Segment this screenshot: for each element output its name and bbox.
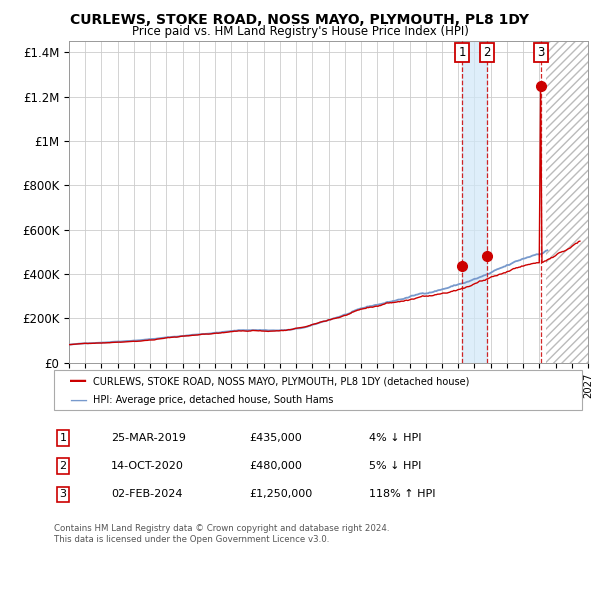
Text: 118% ↑ HPI: 118% ↑ HPI <box>369 490 436 499</box>
Text: £1,250,000: £1,250,000 <box>249 490 312 499</box>
Text: 3: 3 <box>537 46 544 59</box>
Text: 2: 2 <box>484 46 491 59</box>
Text: This data is licensed under the Open Government Licence v3.0.: This data is licensed under the Open Gov… <box>54 535 329 543</box>
Text: Price paid vs. HM Land Registry's House Price Index (HPI): Price paid vs. HM Land Registry's House … <box>131 25 469 38</box>
Text: 1: 1 <box>458 46 466 59</box>
Text: —: — <box>69 391 87 409</box>
Text: CURLEWS, STOKE ROAD, NOSS MAYO, PLYMOUTH, PL8 1DY (detached house): CURLEWS, STOKE ROAD, NOSS MAYO, PLYMOUTH… <box>93 376 469 386</box>
Text: HPI: Average price, detached house, South Hams: HPI: Average price, detached house, Sout… <box>93 395 334 405</box>
Text: 1: 1 <box>59 433 67 442</box>
Bar <box>546 41 588 363</box>
Text: 2: 2 <box>59 461 67 471</box>
Text: 4% ↓ HPI: 4% ↓ HPI <box>369 433 421 442</box>
Text: 02-FEB-2024: 02-FEB-2024 <box>111 490 182 499</box>
Text: 5% ↓ HPI: 5% ↓ HPI <box>369 461 421 471</box>
Text: £435,000: £435,000 <box>249 433 302 442</box>
Text: 14-OCT-2020: 14-OCT-2020 <box>111 461 184 471</box>
Text: £480,000: £480,000 <box>249 461 302 471</box>
Text: Contains HM Land Registry data © Crown copyright and database right 2024.: Contains HM Land Registry data © Crown c… <box>54 524 389 533</box>
Text: 3: 3 <box>59 490 67 499</box>
Bar <box>462 41 487 363</box>
Text: 25-MAR-2019: 25-MAR-2019 <box>111 433 186 442</box>
Text: —: — <box>69 372 87 390</box>
Text: CURLEWS, STOKE ROAD, NOSS MAYO, PLYMOUTH, PL8 1DY: CURLEWS, STOKE ROAD, NOSS MAYO, PLYMOUTH… <box>71 13 530 27</box>
